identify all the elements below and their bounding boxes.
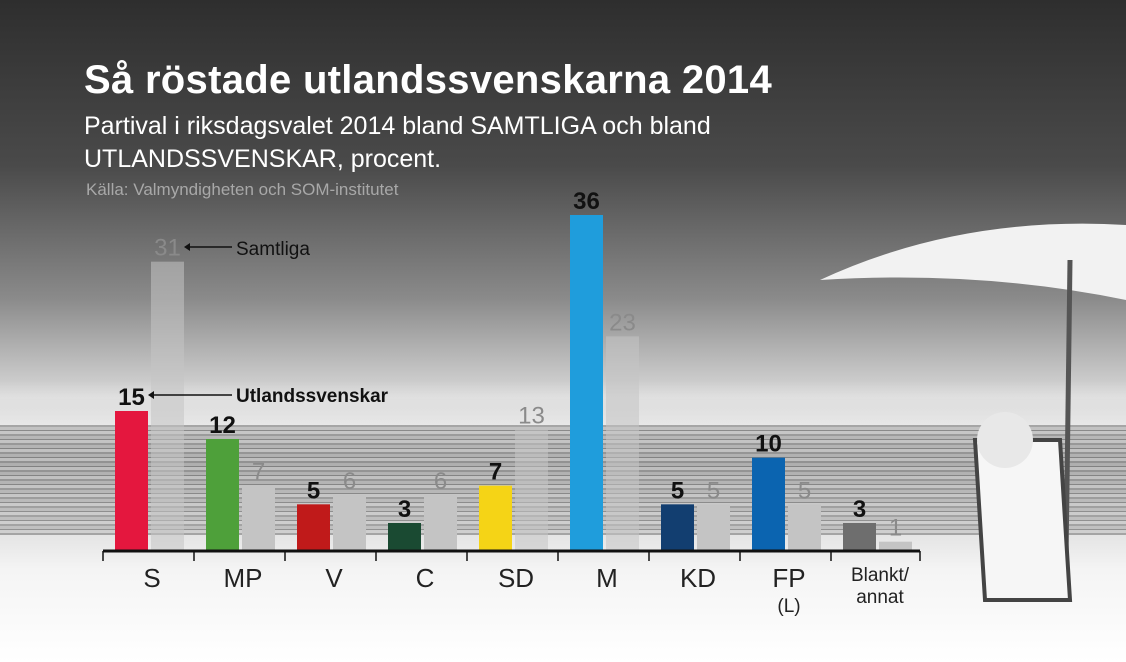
- chart-title: Så röstade utlandssvenskarna 2014: [84, 58, 773, 102]
- bar-utlandssvenskar-1: [206, 439, 239, 551]
- data-label-utlandssvenskar-0: 15: [118, 384, 145, 411]
- umbrella-canopy: [820, 223, 1126, 300]
- data-label-utlandssvenskar-3: 3: [398, 496, 411, 523]
- umbrella-pole: [1063, 259, 1073, 561]
- data-label-utlandssvenskar-4: 7: [489, 459, 502, 486]
- x-tick-label-7: FP: [772, 563, 805, 593]
- arrow-head-samtliga: [184, 243, 190, 251]
- chart-source: Källa: Valmyndigheten och SOM-institutet: [86, 180, 399, 199]
- data-label-samtliga-8: 1: [889, 515, 902, 542]
- data-label-utlandssvenskar-7: 10: [755, 431, 782, 458]
- data-label-samtliga-2: 6: [343, 468, 356, 495]
- bar-samtliga-0: [151, 261, 184, 551]
- data-label-samtliga-7: 5: [798, 477, 811, 504]
- data-label-samtliga-4: 13: [518, 403, 545, 430]
- legend-samtliga: Samtliga: [236, 239, 310, 260]
- bar-utlandssvenskar-0: [115, 411, 148, 551]
- data-label-utlandssvenskar-2: 5: [307, 477, 320, 504]
- x-tick-label-8: Blankt/: [851, 565, 910, 586]
- bar-samtliga-5: [606, 336, 639, 551]
- x-tick-label-6: KD: [680, 563, 716, 593]
- bar-samtliga-3: [424, 495, 457, 551]
- bar-samtliga-8: [879, 541, 912, 551]
- bar-samtliga-7: [788, 504, 821, 551]
- x-tick-label-1: MP: [224, 563, 263, 593]
- bar-samtliga-6: [697, 504, 730, 551]
- data-label-samtliga-0: 31: [154, 235, 181, 262]
- bar-utlandssvenskar-6: [661, 504, 694, 551]
- bar-utlandssvenskar-7: [752, 457, 785, 551]
- x-tick-label-3: C: [416, 563, 435, 593]
- data-label-samtliga-1: 7: [252, 459, 265, 486]
- x-tick-label-2: V: [325, 563, 343, 593]
- data-label-utlandssvenskar-8: 3: [853, 496, 866, 523]
- data-label-samtliga-6: 5: [707, 477, 720, 504]
- data-label-utlandssvenskar-6: 5: [671, 477, 684, 504]
- deck-chair-icon: [972, 438, 1073, 602]
- bar-utlandssvenskar-5: [570, 215, 603, 551]
- bar-utlandssvenskar-4: [479, 485, 512, 551]
- x-tick-label-5: M: [596, 563, 618, 593]
- legend-utlandssvenskar: Utlandssvenskar: [236, 386, 389, 407]
- x-tick-label-4: SD: [498, 563, 534, 593]
- bar-samtliga-4: [515, 429, 548, 551]
- bar-utlandssvenskar-3: [388, 523, 421, 551]
- sky-background: [0, 380, 1126, 430]
- sun-hat-icon: [977, 412, 1033, 468]
- x-tick-label-8: annat: [856, 587, 904, 608]
- data-label-samtliga-5: 23: [609, 309, 636, 336]
- bar-utlandssvenskar-2: [297, 504, 330, 551]
- bar-samtliga-2: [333, 495, 366, 551]
- chart-subtitle: Partival i riksdagsvalet 2014 bland SAMT…: [84, 112, 711, 173]
- bar-samtliga-1: [242, 485, 275, 551]
- sea-background: [0, 425, 1126, 535]
- x-tick-label-7: (L): [777, 596, 800, 617]
- beach-umbrella-illustration: [820, 223, 1126, 602]
- data-label-utlandssvenskar-5: 36: [573, 188, 600, 215]
- data-label-samtliga-3: 6: [434, 468, 447, 495]
- arrow-head-utlandssvenskar: [148, 391, 154, 399]
- data-label-utlandssvenskar-1: 12: [209, 412, 236, 439]
- x-tick-label-0: S: [143, 563, 160, 593]
- bar-utlandssvenskar-8: [843, 523, 876, 551]
- legend-annotations: Samtliga Utlandssvenskar: [148, 239, 389, 407]
